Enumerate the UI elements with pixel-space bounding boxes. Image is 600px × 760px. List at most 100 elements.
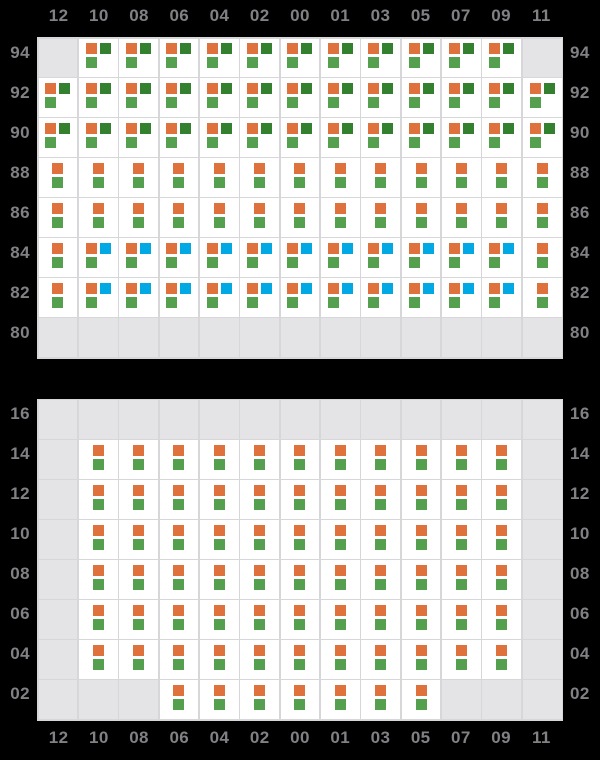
green-square <box>166 96 178 108</box>
green-square <box>133 498 145 510</box>
orange-square <box>375 644 387 656</box>
cell-marks <box>173 484 185 510</box>
orange-square <box>92 564 104 576</box>
orange-square <box>85 122 97 134</box>
green-square <box>254 458 266 470</box>
y-axis-right-tick-label: 14 <box>570 444 590 464</box>
grid-cell <box>441 640 481 679</box>
grid-cell <box>361 560 401 600</box>
orange-square <box>206 43 218 54</box>
green-square <box>496 658 508 670</box>
cell-marks <box>368 82 394 108</box>
cell-marks <box>254 564 266 590</box>
y-axis-left-tick-label: 84 <box>10 242 30 262</box>
orange-square <box>375 564 387 576</box>
grid-cell <box>361 78 401 118</box>
grid-cell-empty <box>240 400 280 440</box>
green-square <box>294 176 306 188</box>
green-square <box>529 136 541 148</box>
y-axis-right-tick-label: 02 <box>570 684 590 704</box>
grid-cell-empty <box>522 600 562 639</box>
orange-square <box>126 242 138 254</box>
orange-square <box>52 162 64 174</box>
orange-square <box>496 444 508 456</box>
grid-cell <box>320 78 360 118</box>
grid-cell <box>119 38 159 78</box>
grid-cell-empty <box>522 680 562 719</box>
orange-square <box>334 202 346 214</box>
blue-square <box>503 282 515 294</box>
green-square <box>496 216 508 228</box>
green-square <box>489 96 501 108</box>
y-axis-right-tick-label: 06 <box>570 604 590 624</box>
grid-cell <box>159 640 199 679</box>
green-square <box>254 658 266 670</box>
cell-marks <box>529 122 555 148</box>
dark-green-square <box>301 122 313 134</box>
grid-cell <box>401 520 441 560</box>
grid-cell <box>441 198 481 238</box>
grid-cell <box>361 640 401 679</box>
cell-marks <box>92 644 104 670</box>
cell-marks <box>254 524 266 550</box>
green-square <box>408 57 420 68</box>
cell-marks <box>375 484 387 510</box>
green-square <box>415 176 427 188</box>
grid-cell <box>320 520 360 560</box>
green-square <box>85 96 97 108</box>
green-square <box>496 578 508 590</box>
green-square <box>287 57 299 68</box>
green-square <box>213 498 225 510</box>
orange-square <box>448 82 460 94</box>
orange-square <box>254 444 266 456</box>
grid-cell-empty <box>320 400 360 440</box>
green-square <box>294 538 306 550</box>
orange-square <box>375 484 387 496</box>
grid-cell <box>401 118 441 158</box>
grid-cell <box>78 238 118 278</box>
grid-cell <box>482 118 522 158</box>
x-axis-tick-label: 12 <box>48 5 69 25</box>
grid-cell-empty <box>38 560 78 600</box>
grid-cell <box>280 238 320 278</box>
cell-marks <box>408 43 434 68</box>
y-axis-right-tick-label: 84 <box>570 242 590 262</box>
grid-cell <box>159 520 199 560</box>
green-square <box>415 698 427 710</box>
dark-green-square <box>140 43 152 54</box>
green-square <box>126 256 138 268</box>
green-square <box>173 176 185 188</box>
grid-cell <box>361 520 401 560</box>
cell-marks <box>294 644 306 670</box>
orange-square <box>287 43 299 54</box>
cell-marks <box>247 282 273 308</box>
blue-square <box>462 242 474 254</box>
orange-square <box>126 282 138 294</box>
orange-square <box>529 122 541 134</box>
cell-marks <box>496 524 508 550</box>
x-axis-tick-label: 07 <box>451 727 471 747</box>
orange-square <box>254 202 266 214</box>
green-square <box>375 176 387 188</box>
cell-marks <box>368 242 394 268</box>
green-square <box>375 458 387 470</box>
green-square <box>126 57 138 68</box>
cell-marks <box>126 43 152 68</box>
grid-cell <box>119 278 159 317</box>
grid-cell <box>199 198 239 238</box>
lower-panel-wrap: 16 14 12 10 08 06 04 02 16 14 12 10 08 06 04 02 <box>0 398 600 721</box>
orange-square <box>92 162 104 174</box>
green-square <box>408 96 420 108</box>
grid-cell <box>38 158 78 198</box>
cell-marks <box>334 564 346 590</box>
grid-cell <box>441 600 481 639</box>
grid-cell-empty <box>522 480 562 520</box>
green-square <box>294 216 306 228</box>
cell-marks <box>415 484 427 510</box>
grid-cell-empty <box>119 318 159 357</box>
green-square <box>166 296 178 308</box>
green-square <box>455 176 467 188</box>
green-square <box>213 618 225 630</box>
orange-square <box>368 43 380 54</box>
green-square <box>173 618 185 630</box>
